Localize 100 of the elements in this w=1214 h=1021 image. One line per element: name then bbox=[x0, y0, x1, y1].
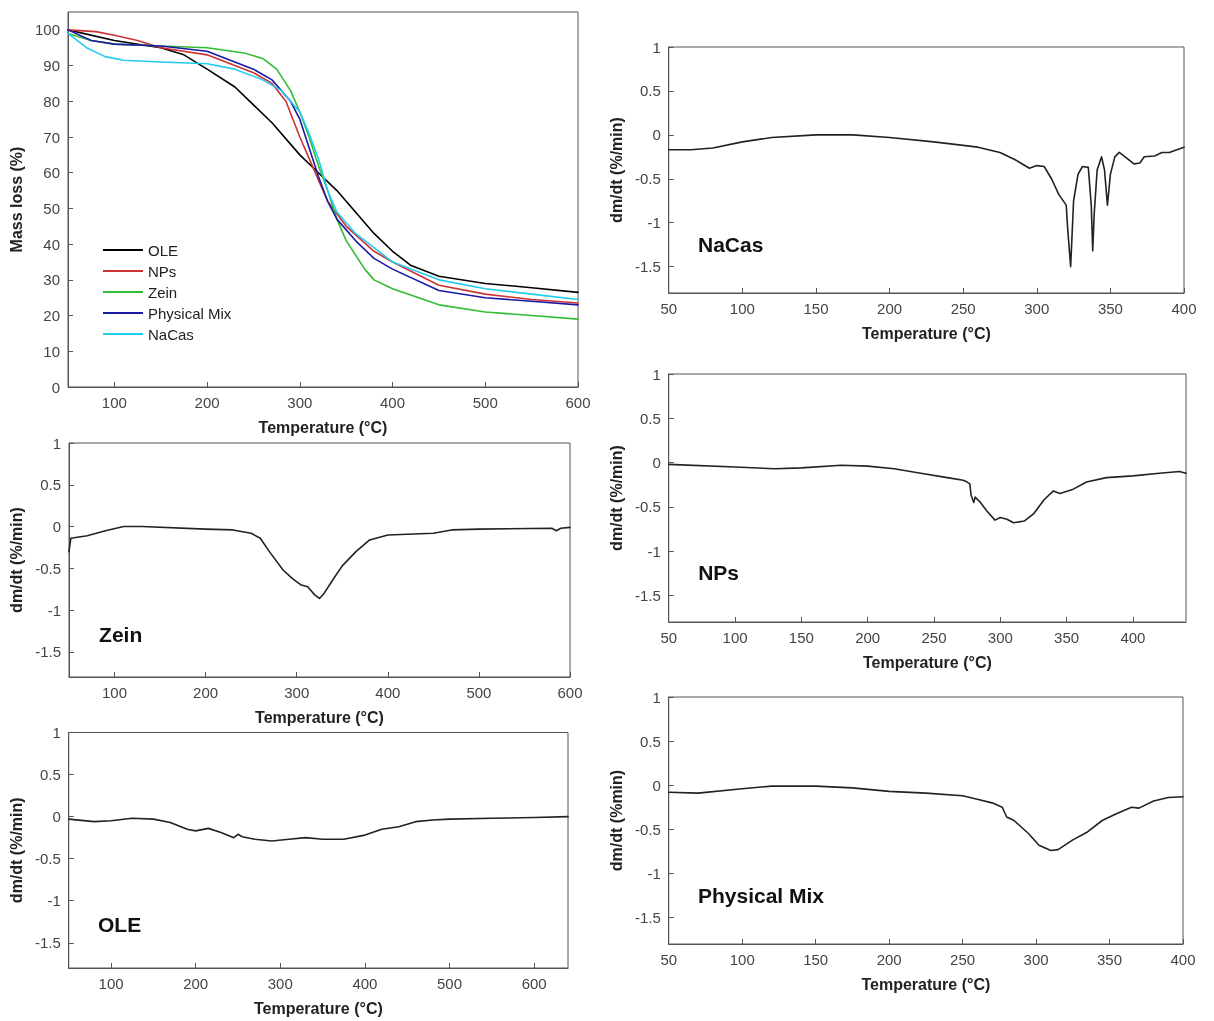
line-series bbox=[667, 785, 1184, 852]
y-tick-label: 40 bbox=[43, 235, 60, 253]
x-tick-label: 300 bbox=[287, 394, 313, 411]
x-tick-label: 400 bbox=[1120, 629, 1146, 646]
y-tick-label: -1 bbox=[647, 542, 661, 560]
y-tick-label: 70 bbox=[43, 128, 60, 146]
annotation: NPs bbox=[698, 561, 739, 585]
legend-label: Physical Mix bbox=[148, 304, 232, 322]
y-tick-label: -1.5 bbox=[634, 586, 661, 604]
x-axis-title: Temperature (°C) bbox=[861, 324, 991, 342]
x-tick-label: 500 bbox=[437, 975, 463, 992]
x-tick-label: 400 bbox=[375, 684, 401, 701]
line-series bbox=[667, 134, 1185, 268]
x-tick-label: 350 bbox=[1054, 629, 1080, 646]
y-tick-label: 0 bbox=[652, 776, 661, 794]
x-tick-label: 300 bbox=[267, 975, 293, 992]
x-tick-label: 150 bbox=[803, 951, 829, 968]
x-axis-title: Temperature (°C) bbox=[255, 708, 384, 726]
line-series bbox=[68, 525, 571, 600]
y-tick-label: 0 bbox=[652, 454, 661, 472]
x-tick-label: 350 bbox=[1097, 300, 1123, 317]
x-tick-label: 300 bbox=[1023, 951, 1049, 968]
x-axis-title: Temperature (°C) bbox=[861, 975, 991, 993]
x-tick-label: 200 bbox=[877, 300, 903, 317]
y-tick-label: 0 bbox=[52, 518, 61, 536]
y-tick-label: 0 bbox=[652, 126, 661, 144]
x-tick-label: 600 bbox=[557, 684, 583, 701]
y-tick-label: 1 bbox=[52, 724, 61, 741]
x-tick-label: 250 bbox=[950, 300, 976, 317]
y-tick-label: 0.5 bbox=[639, 732, 661, 750]
x-tick-label: 400 bbox=[1171, 300, 1197, 317]
x-tick-label: 500 bbox=[466, 684, 492, 701]
y-tick-label: 60 bbox=[43, 164, 60, 182]
x-tick-label: 200 bbox=[855, 629, 881, 646]
annotation: Zein bbox=[99, 622, 143, 646]
x-tick-label: 200 bbox=[193, 684, 219, 701]
x-tick-label: 100 bbox=[102, 684, 128, 701]
x-tick-label: 150 bbox=[788, 629, 814, 646]
y-tick-label: -0.5 bbox=[34, 850, 61, 868]
x-tick-label: 350 bbox=[1097, 951, 1123, 968]
x-tick-label: 400 bbox=[380, 394, 406, 411]
x-tick-label: 400 bbox=[352, 975, 378, 992]
y-tick-label: -1.5 bbox=[634, 258, 661, 276]
legend-label: Zein bbox=[148, 283, 178, 301]
y-tick-label: 50 bbox=[43, 199, 60, 217]
x-tick-label: 600 bbox=[565, 394, 591, 411]
x-tick-label: 300 bbox=[987, 629, 1013, 646]
y-tick-label: -1.5 bbox=[634, 909, 661, 927]
y-tick-label: -1.5 bbox=[35, 643, 61, 661]
y-tick-label: -0.5 bbox=[634, 820, 661, 838]
x-tick-label: 250 bbox=[950, 951, 976, 968]
legend-label: OLE bbox=[148, 241, 179, 259]
y-tick-label: 1 bbox=[652, 38, 661, 56]
x-tick-label: 150 bbox=[803, 300, 829, 317]
y-tick-label: -1 bbox=[47, 892, 61, 910]
y-tick-label: -1 bbox=[647, 864, 661, 882]
annotation: OLE bbox=[98, 913, 142, 937]
annotation: NaCas bbox=[698, 232, 764, 256]
y-tick-label: 0.5 bbox=[639, 82, 661, 100]
y-tick-label: 100 bbox=[34, 21, 60, 39]
x-axis-title: Temperature (°C) bbox=[258, 418, 388, 436]
y-tick-label: 0 bbox=[52, 808, 61, 826]
x-tick-label: 500 bbox=[472, 394, 498, 411]
y-tick-label: 80 bbox=[43, 92, 60, 110]
y-tick-label: 0.5 bbox=[40, 476, 61, 494]
y-tick-label: 0 bbox=[51, 378, 60, 396]
x-tick-label: 250 bbox=[921, 629, 947, 646]
y-tick-label: -1.5 bbox=[34, 934, 61, 952]
x-tick-label: 300 bbox=[284, 684, 310, 701]
y-tick-label: -0.5 bbox=[35, 559, 61, 577]
y-tick-label: 1 bbox=[52, 434, 61, 452]
line-series bbox=[67, 815, 569, 842]
y-axis-title: dm/dt (%min) bbox=[607, 769, 625, 872]
x-tick-label: 100 bbox=[722, 629, 748, 646]
y-axis-title: dm/dt (%/min) bbox=[607, 117, 625, 223]
x-tick-label: 100 bbox=[101, 394, 127, 411]
x-tick-label: 600 bbox=[521, 975, 547, 992]
y-tick-label: -0.5 bbox=[634, 498, 661, 516]
y-axis-title: dm/dt (%/min) bbox=[7, 797, 25, 904]
y-tick-label: 90 bbox=[43, 57, 60, 75]
x-tick-label: 200 bbox=[876, 951, 902, 968]
y-tick-label: 1 bbox=[652, 365, 661, 383]
x-tick-label: 400 bbox=[1170, 951, 1196, 968]
x-tick-label: 100 bbox=[729, 300, 755, 317]
line-series bbox=[667, 463, 1187, 524]
x-tick-label: 300 bbox=[1024, 300, 1050, 317]
x-axis-title: Temperature (°C) bbox=[253, 999, 383, 1017]
y-tick-label: -1 bbox=[47, 601, 61, 619]
y-tick-label: -1 bbox=[647, 214, 661, 232]
legend-label: NaCas bbox=[148, 325, 194, 343]
y-tick-label: -0.5 bbox=[634, 170, 661, 188]
y-tick-label: 1 bbox=[652, 688, 661, 706]
x-tick-label: 100 bbox=[729, 951, 755, 968]
y-tick-label: 0.5 bbox=[639, 409, 661, 427]
y-tick-label: 20 bbox=[43, 307, 60, 325]
x-axis-title: Temperature (°C) bbox=[862, 653, 992, 671]
x-tick-label: 200 bbox=[183, 975, 209, 992]
y-axis-title: dm/dt (%/min) bbox=[7, 507, 25, 613]
y-axis-title: Mass loss (%) bbox=[7, 146, 25, 253]
y-axis-title: dm/dt (%/min) bbox=[607, 445, 625, 551]
